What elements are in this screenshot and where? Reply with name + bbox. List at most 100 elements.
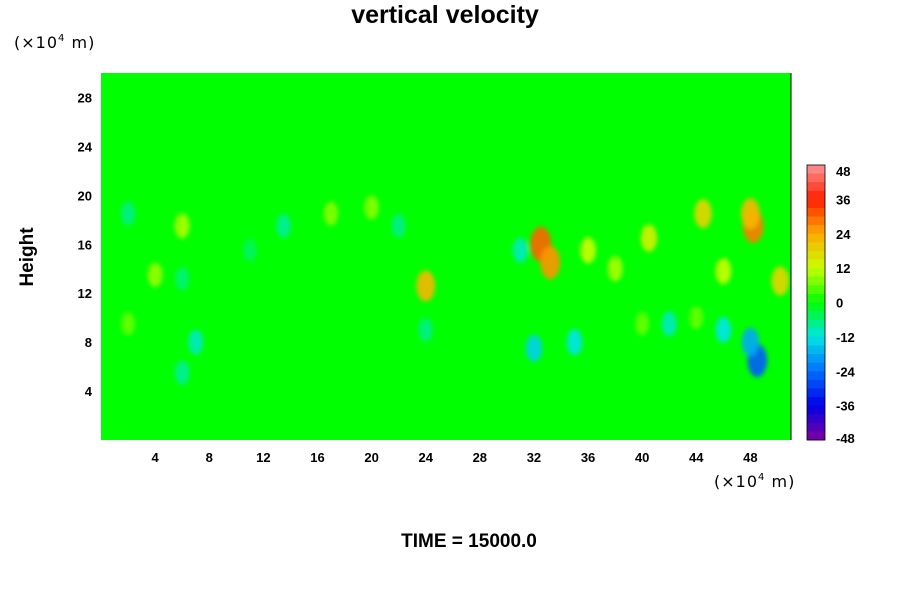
colorbar-level	[807, 250, 825, 260]
colorbar-level	[807, 233, 825, 243]
heatmap-field	[121, 195, 789, 385]
colorbar-level	[807, 182, 825, 192]
x-axis-unit: (×104 m)	[714, 472, 795, 491]
colorbar-level	[807, 293, 825, 303]
colorbar-tick-label: -48	[836, 431, 855, 446]
colorbar-level	[807, 242, 825, 252]
y-tick-label: 4	[85, 384, 93, 399]
field-feature	[771, 266, 789, 296]
field-feature	[174, 213, 190, 239]
y-unit-exponent: 4	[58, 33, 66, 44]
y-tick-label: 20	[78, 188, 92, 203]
y-unit-prefix: (×10	[14, 33, 59, 52]
field-feature	[147, 262, 163, 288]
field-feature	[661, 311, 677, 337]
colorbar-level	[807, 311, 825, 321]
field-feature	[741, 198, 760, 230]
y-unit-suffix: m)	[65, 33, 96, 52]
colorbar-level	[807, 319, 825, 329]
colorbar-level	[807, 268, 825, 278]
y-tick-labels: 4 8 12 16 20 24 28	[78, 90, 93, 399]
colorbar-level	[807, 276, 825, 286]
colorbar-level	[807, 207, 825, 217]
x-unit-prefix: (×10	[714, 472, 759, 491]
colorbar-level	[807, 173, 825, 183]
colorbar-tick-label: -36	[836, 399, 855, 414]
y-tick-label: 24	[78, 139, 93, 154]
colorbar-level	[807, 336, 825, 346]
colorbar-level	[807, 216, 825, 226]
x-tick-label: 32	[527, 450, 541, 465]
field-feature	[580, 237, 596, 264]
x-tick-label: 44	[689, 450, 704, 465]
field-feature	[364, 195, 379, 220]
chart-title: vertical velocity	[351, 1, 539, 29]
colorbar-tick-label: -12	[836, 330, 855, 345]
x-tick-labels: 4 8 12 16 20 24 28 32 36 40 44 48	[152, 450, 758, 465]
x-tick-label: 28	[473, 450, 487, 465]
time-label: TIME = 15000.0	[401, 531, 537, 552]
field-feature	[174, 360, 190, 385]
field-feature	[689, 306, 704, 330]
field-feature	[607, 256, 623, 282]
colorbar-level	[807, 388, 825, 398]
field-feature	[188, 329, 204, 355]
field-feature	[715, 258, 732, 285]
field-feature	[566, 329, 583, 356]
colorbar-level	[807, 328, 825, 338]
x-tick-label: 12	[256, 450, 270, 465]
field-feature	[635, 312, 650, 336]
field-feature	[525, 334, 543, 362]
field-feature	[741, 327, 760, 357]
colorbar-tick-label: 48	[836, 164, 850, 179]
x-tick-label: 16	[310, 450, 324, 465]
field-feature	[416, 270, 436, 302]
colorbar-level	[807, 397, 825, 407]
field-feature	[715, 316, 732, 343]
colorbar-tick-label: 24	[836, 227, 851, 242]
field-feature	[694, 199, 712, 229]
x-tick-label: 40	[635, 450, 649, 465]
colorbar-level	[807, 302, 825, 312]
colorbar-tick-label: -24	[836, 364, 856, 379]
colorbar-level	[807, 431, 825, 441]
colorbar-tick-label: 0	[836, 296, 843, 311]
field-feature	[175, 267, 190, 291]
x-unit-exponent: 4	[758, 472, 766, 483]
colorbar-level	[807, 371, 825, 381]
x-tick-label: 48	[743, 450, 757, 465]
colorbar-level	[807, 354, 825, 364]
colorbar-frame	[806, 164, 826, 441]
field-feature	[540, 246, 561, 280]
colorbar: 48 36 24 12 0 -12 -24 -36 -48	[806, 164, 856, 446]
colorbar-level	[807, 285, 825, 295]
field-feature	[276, 213, 291, 238]
colorbar-level	[807, 345, 825, 355]
x-unit-suffix: m)	[765, 472, 796, 491]
field-feature	[640, 224, 658, 252]
field-feature	[121, 312, 135, 336]
y-tick-label: 28	[78, 90, 92, 105]
colorbar-level	[807, 422, 825, 432]
field-feature	[391, 214, 406, 238]
field-feature	[121, 201, 136, 226]
field-feature	[323, 201, 339, 226]
field-feature	[243, 239, 257, 262]
colorbar-level	[807, 165, 825, 174]
colorbar-tick-label: 12	[836, 261, 850, 276]
y-tick-label: 16	[78, 237, 92, 252]
field-feature	[418, 318, 433, 342]
colorbar-level	[807, 259, 825, 269]
colorbar-level	[807, 405, 825, 415]
x-tick-label: 36	[581, 450, 595, 465]
x-tick-label: 24	[418, 450, 433, 465]
colorbar-level	[807, 414, 825, 424]
plot-area	[101, 73, 791, 440]
colorbar-level	[807, 362, 825, 372]
x-tick-label: 20	[364, 450, 378, 465]
y-tick-label: 8	[85, 335, 92, 350]
field-feature	[512, 237, 528, 263]
colorbar-level	[807, 225, 825, 235]
x-tick-label: 4	[152, 450, 160, 465]
